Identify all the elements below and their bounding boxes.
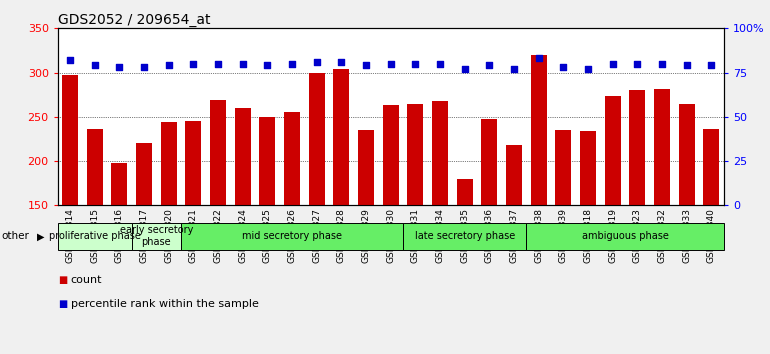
- Bar: [457, 179, 473, 205]
- Point: [310, 59, 323, 65]
- Bar: [403, 223, 527, 250]
- Text: ambiguous phase: ambiguous phase: [581, 231, 668, 241]
- Point: [64, 57, 76, 63]
- Text: GDS2052 / 209654_at: GDS2052 / 209654_at: [58, 13, 210, 27]
- Text: other: other: [2, 232, 29, 241]
- Bar: [181, 223, 403, 250]
- Bar: [58, 223, 132, 250]
- Bar: [112, 163, 128, 205]
- Point: [656, 61, 668, 67]
- Point: [705, 63, 718, 68]
- Bar: [679, 103, 695, 205]
- Bar: [383, 105, 399, 205]
- Bar: [704, 129, 719, 205]
- Bar: [358, 130, 374, 205]
- Bar: [580, 131, 596, 205]
- Point: [384, 61, 397, 67]
- Bar: [87, 129, 102, 205]
- Text: ■: ■: [58, 275, 67, 285]
- Bar: [432, 101, 448, 205]
- Point: [236, 61, 249, 67]
- Bar: [527, 223, 724, 250]
- Point: [508, 66, 521, 72]
- Bar: [604, 96, 621, 205]
- Point: [410, 61, 422, 67]
- Bar: [333, 69, 350, 205]
- Point: [113, 64, 126, 70]
- Bar: [506, 145, 522, 205]
- Bar: [629, 90, 645, 205]
- Point: [187, 61, 199, 67]
- Text: count: count: [71, 275, 102, 285]
- Text: ▶: ▶: [37, 232, 45, 241]
- Point: [681, 63, 693, 68]
- Bar: [531, 55, 547, 205]
- Point: [631, 61, 644, 67]
- Text: proliferative phase: proliferative phase: [49, 231, 141, 241]
- Point: [459, 66, 471, 72]
- Point: [162, 63, 175, 68]
- Bar: [132, 223, 181, 250]
- Point: [138, 64, 150, 70]
- Bar: [259, 117, 276, 205]
- Point: [89, 63, 101, 68]
- Text: ■: ■: [58, 299, 67, 309]
- Point: [484, 63, 496, 68]
- Point: [607, 61, 619, 67]
- Point: [335, 59, 347, 65]
- Point: [434, 61, 447, 67]
- Bar: [481, 119, 497, 205]
- Point: [582, 66, 594, 72]
- Bar: [284, 113, 300, 205]
- Bar: [62, 75, 78, 205]
- Point: [360, 63, 372, 68]
- Point: [557, 64, 570, 70]
- Point: [261, 63, 273, 68]
- Text: early secretory
phase: early secretory phase: [120, 225, 193, 247]
- Bar: [309, 73, 325, 205]
- Bar: [407, 103, 424, 205]
- Bar: [555, 130, 571, 205]
- Point: [533, 56, 545, 61]
- Bar: [136, 143, 152, 205]
- Bar: [186, 121, 202, 205]
- Bar: [161, 122, 177, 205]
- Point: [212, 61, 224, 67]
- Bar: [654, 89, 670, 205]
- Bar: [235, 108, 251, 205]
- Text: mid secretory phase: mid secretory phase: [242, 231, 342, 241]
- Text: percentile rank within the sample: percentile rank within the sample: [71, 299, 259, 309]
- Text: late secretory phase: late secretory phase: [415, 231, 515, 241]
- Point: [286, 61, 298, 67]
- Bar: [210, 100, 226, 205]
